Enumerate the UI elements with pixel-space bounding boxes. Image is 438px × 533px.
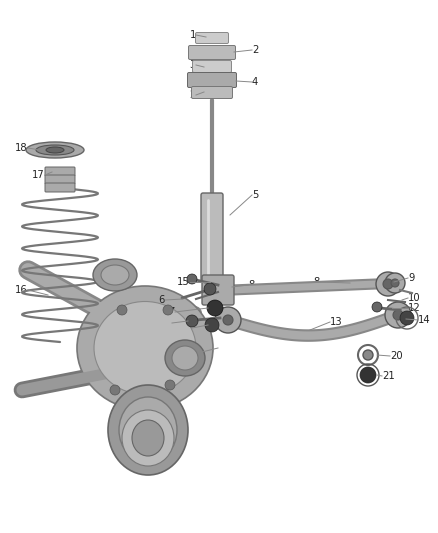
Ellipse shape xyxy=(36,145,74,155)
Text: 11: 11 xyxy=(179,323,192,333)
FancyBboxPatch shape xyxy=(202,275,234,305)
Text: 15: 15 xyxy=(177,277,190,287)
Circle shape xyxy=(207,300,223,316)
FancyBboxPatch shape xyxy=(45,167,75,176)
Circle shape xyxy=(117,305,127,315)
Text: 13: 13 xyxy=(330,317,343,327)
Text: 14: 14 xyxy=(418,315,431,325)
Text: 7: 7 xyxy=(169,307,175,317)
Text: 18: 18 xyxy=(15,143,28,153)
Text: 12: 12 xyxy=(408,303,421,313)
Circle shape xyxy=(385,273,405,293)
Text: 20: 20 xyxy=(390,351,403,361)
Ellipse shape xyxy=(165,340,205,376)
Ellipse shape xyxy=(101,265,129,285)
Ellipse shape xyxy=(122,410,174,466)
Circle shape xyxy=(110,385,120,395)
FancyBboxPatch shape xyxy=(192,61,232,72)
Text: 2: 2 xyxy=(252,45,258,55)
Circle shape xyxy=(383,279,393,289)
Circle shape xyxy=(400,311,414,325)
Text: 19: 19 xyxy=(159,318,172,328)
Ellipse shape xyxy=(46,147,64,153)
FancyBboxPatch shape xyxy=(195,33,229,44)
Circle shape xyxy=(223,315,233,325)
Ellipse shape xyxy=(26,142,84,158)
FancyBboxPatch shape xyxy=(191,86,233,99)
Circle shape xyxy=(187,274,197,284)
FancyBboxPatch shape xyxy=(187,72,237,87)
FancyBboxPatch shape xyxy=(45,183,75,192)
Circle shape xyxy=(165,380,175,390)
Circle shape xyxy=(376,272,400,296)
Circle shape xyxy=(363,350,373,360)
Ellipse shape xyxy=(172,346,198,370)
FancyBboxPatch shape xyxy=(201,193,223,282)
Text: 17: 17 xyxy=(32,170,45,180)
Text: 21: 21 xyxy=(382,371,395,381)
Ellipse shape xyxy=(132,420,164,456)
Circle shape xyxy=(391,279,399,287)
Text: 6: 6 xyxy=(159,295,165,305)
Ellipse shape xyxy=(77,286,213,410)
Circle shape xyxy=(360,367,376,383)
Text: 5: 5 xyxy=(252,190,258,200)
Text: 9: 9 xyxy=(408,273,414,283)
Ellipse shape xyxy=(94,302,196,394)
FancyBboxPatch shape xyxy=(188,45,236,60)
Text: 15: 15 xyxy=(189,347,202,357)
Text: 4: 4 xyxy=(252,77,258,87)
Ellipse shape xyxy=(119,397,177,463)
Ellipse shape xyxy=(108,385,188,475)
Text: 8: 8 xyxy=(248,280,254,290)
Text: 10: 10 xyxy=(408,293,420,303)
Text: 2: 2 xyxy=(190,90,196,100)
Circle shape xyxy=(186,315,198,327)
Circle shape xyxy=(385,302,411,328)
Circle shape xyxy=(204,283,216,295)
Text: 1: 1 xyxy=(190,30,196,40)
Text: 3: 3 xyxy=(190,60,196,70)
Circle shape xyxy=(205,318,219,332)
Text: 16: 16 xyxy=(15,285,28,295)
Circle shape xyxy=(215,307,241,333)
Ellipse shape xyxy=(93,259,137,291)
Text: 8: 8 xyxy=(314,277,320,287)
Circle shape xyxy=(393,310,403,320)
Circle shape xyxy=(372,302,382,312)
Circle shape xyxy=(163,305,173,315)
FancyBboxPatch shape xyxy=(45,175,75,184)
